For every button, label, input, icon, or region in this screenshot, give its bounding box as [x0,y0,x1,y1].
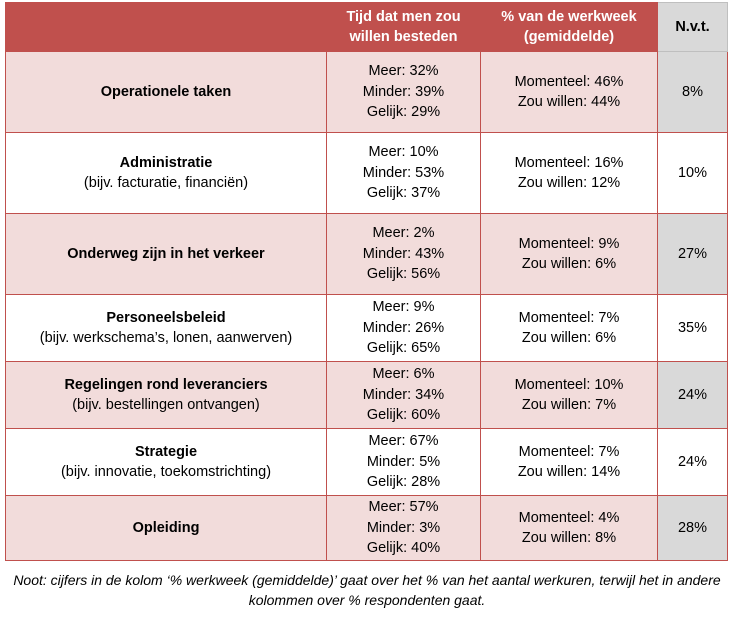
desired-value: Zou willen: 6% [521,256,617,272]
meer-value: Meer: 6% [372,366,435,383]
workweek-cell: Momenteel: 4% Zou willen: 8% [480,495,658,561]
gelijk-value: Gelijk: 29% [366,104,441,121]
category-cell: Opleiding [5,495,327,561]
minder-value: Minder: 26% [362,319,445,336]
desired-value: Zou willen: 8% [521,530,617,546]
category-example: (bijv. bestellingen ontvangen) [72,397,260,413]
footnote: Noot: cijfers in de kolom ‘% werkweek (g… [13,572,721,608]
category-cell: Regelingen rond leveranciers (bijv. beste… [5,361,327,429]
category-name: Operationele taken [100,83,232,100]
workweek-cell: Momenteel: 9% Zou willen: 6% [480,213,658,295]
category-example: (bijv. innovatie, toekomstrichting) [60,464,272,480]
table-row: Onderweg zijn in het verkeer Meer: 2% Mind… [5,213,728,295]
not-applicable-value: 35% [657,294,728,362]
category-cell: Operationele taken [5,51,327,133]
desired-time-cell: Meer: 67% Minder: 5% Gelijk: 28% [326,428,481,496]
not-applicable-value: 27% [657,213,728,295]
category-name: Onderweg zijn in het verkeer [67,245,265,262]
desired-time-cell: Meer: 9% Minder: 26% Gelijk: 65% [326,294,481,362]
minder-value: Minder: 53% [362,164,445,181]
table-row: Personeelsbeleid (bijv. werkschema’s, lon… [5,294,728,362]
category-example: (bijv. facturatie, financiën) [83,175,249,191]
category-name: Regelingen rond leveranciers [64,376,268,393]
workweek-cell: Momenteel: 10% Zou willen: 7% [480,361,658,429]
desired-time-cell: Meer: 10% Minder: 53% Gelijk: 37% [326,132,481,214]
gelijk-value: Gelijk: 37% [366,185,441,202]
table-row: Strategie (bijv. innovatie, toekomstricht… [5,428,728,496]
header-row: Tijd dat men zou willen besteden % van d… [5,2,728,52]
meer-value: Meer: 10% [368,144,439,161]
meer-value: Meer: 67% [368,433,439,450]
desired-value: Zou willen: 44% [517,94,621,110]
current-value: Momenteel: 4% [518,509,620,526]
gelijk-value: Gelijk: 65% [366,340,441,357]
not-applicable-value: 8% [657,51,728,133]
category-cell: Personeelsbeleid (bijv. werkschema’s, lon… [5,294,327,362]
workweek-cell: Momenteel: 7% Zou willen: 6% [480,294,658,362]
current-value: Momenteel: 10% [514,376,624,393]
category-name: Strategie [134,443,198,460]
category-cell: Onderweg zijn in het verkeer [5,213,327,295]
desired-time-cell: Meer: 32% Minder: 39% Gelijk: 29% [326,51,481,133]
current-value: Momenteel: 16% [514,154,624,171]
category-example: (bijv. werkschema’s, lonen, aanwerven) [39,330,293,346]
workweek-cell: Momenteel: 16% Zou willen: 12% [480,132,658,214]
meer-value: Meer: 9% [372,299,435,316]
header-desired-time: Tijd dat men zou willen besteden [326,2,481,52]
current-value: Momenteel: 9% [518,235,620,252]
header-workweek-percent: % van de werkweek (gemiddelde) [480,2,658,52]
desired-value: Zou willen: 14% [517,464,621,480]
meer-value: Meer: 32% [368,63,439,80]
category-name: Opleiding [132,519,200,536]
gelijk-value: Gelijk: 56% [366,266,441,283]
table-row: Opleiding Meer: 57% Minder: 3% Gelijk: 40% M… [5,495,728,561]
category-name: Personeelsbeleid [106,309,226,326]
not-applicable-value: 24% [657,428,728,496]
desired-value: Zou willen: 6% [521,330,617,346]
not-applicable-value: 10% [657,132,728,214]
gelijk-value: Gelijk: 28% [366,474,441,491]
minder-value: Minder: 5% [366,453,441,470]
minder-value: Minder: 43% [362,245,445,262]
workweek-cell: Momenteel: 7% Zou willen: 14% [480,428,658,496]
gelijk-value: Gelijk: 60% [366,407,441,424]
desired-time-cell: Meer: 6% Minder: 34% Gelijk: 60% [326,361,481,429]
category-name: Administratie [119,154,213,171]
minder-value: Minder: 3% [366,519,441,536]
category-cell: Administratie (bijv. facturatie, financië… [5,132,327,214]
current-value: Momenteel: 46% [514,73,624,90]
meer-value: Meer: 2% [372,225,435,242]
table-row: Operationele taken Meer: 32% Minder: 39% Ge… [5,51,728,133]
current-value: Momenteel: 7% [518,309,620,326]
minder-value: Minder: 39% [362,83,445,100]
desired-value: Zou willen: 7% [521,397,617,413]
table-body: Operationele taken Meer: 32% Minder: 39% Ge… [5,51,728,561]
header-not-applicable: N.v.t. [657,2,728,52]
desired-time-cell: Meer: 57% Minder: 3% Gelijk: 40% [326,495,481,561]
header-category [5,2,327,52]
minder-value: Minder: 34% [362,386,445,403]
table-row: Regelingen rond leveranciers (bijv. beste… [5,361,728,429]
workweek-cell: Momenteel: 46% Zou willen: 44% [480,51,658,133]
not-applicable-value: 28% [657,495,728,561]
survey-table: Tijd dat men zou willen besteden % van d… [5,2,728,561]
meer-value: Meer: 57% [368,499,439,516]
table-row: Administratie (bijv. facturatie, financië… [5,132,728,214]
desired-time-cell: Meer: 2% Minder: 43% Gelijk: 56% [326,213,481,295]
desired-value: Zou willen: 12% [517,175,621,191]
gelijk-value: Gelijk: 40% [366,540,441,557]
category-cell: Strategie (bijv. innovatie, toekomstricht… [5,428,327,496]
not-applicable-value: 24% [657,361,728,429]
current-value: Momenteel: 7% [518,443,620,460]
